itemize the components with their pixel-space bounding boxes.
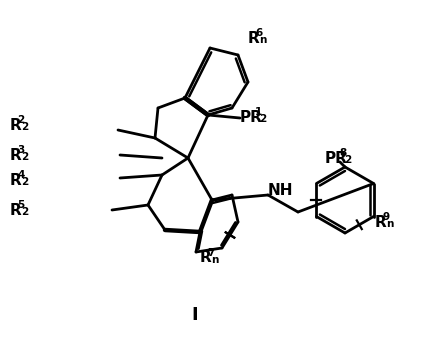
Text: R: R (10, 203, 22, 217)
Text: R: R (10, 148, 22, 162)
Text: PR: PR (324, 151, 347, 165)
Text: 4: 4 (17, 170, 24, 180)
Text: 8: 8 (339, 148, 346, 158)
Text: 5: 5 (17, 200, 24, 210)
Text: 6: 6 (255, 28, 262, 38)
Text: n: n (259, 35, 266, 45)
Text: 2: 2 (21, 177, 29, 187)
Text: 2: 2 (343, 155, 350, 165)
Text: n: n (385, 219, 393, 229)
Text: 2: 2 (21, 152, 29, 162)
Text: R: R (200, 250, 211, 266)
Text: R: R (247, 31, 259, 45)
Text: R: R (10, 118, 22, 132)
Text: R: R (374, 215, 386, 229)
Text: NH: NH (267, 183, 293, 197)
Text: PR: PR (240, 109, 262, 125)
Text: 7: 7 (207, 248, 214, 258)
Text: 2: 2 (21, 207, 29, 217)
Text: 2: 2 (21, 122, 29, 132)
Text: n: n (211, 255, 218, 265)
Text: 1: 1 (254, 107, 262, 117)
Text: I: I (191, 306, 198, 324)
Text: 2: 2 (258, 114, 266, 124)
Text: 3: 3 (17, 145, 24, 155)
Text: R: R (10, 172, 22, 187)
Text: 2: 2 (17, 115, 24, 125)
Text: 9: 9 (381, 212, 388, 222)
